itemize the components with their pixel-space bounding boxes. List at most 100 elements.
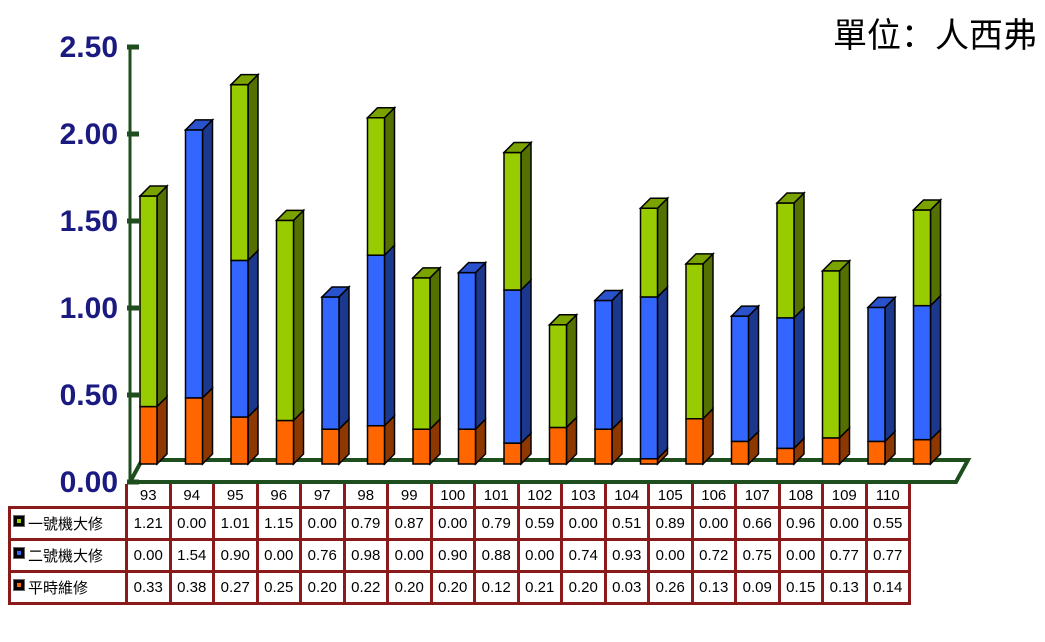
data-cell: 0.20 — [386, 570, 433, 605]
data-cell: 0.00 — [647, 538, 694, 573]
bar-top — [593, 289, 624, 302]
bar-segment — [730, 440, 750, 465]
data-cell: 0.13 — [821, 570, 868, 605]
bar-segment — [457, 428, 477, 465]
series-name: 二號機大修 — [28, 548, 104, 565]
data-cell: 0.76 — [299, 538, 346, 573]
data-cell: 0.00 — [168, 506, 215, 541]
bar-segment — [594, 299, 613, 430]
bar-top — [138, 185, 169, 197]
bar-side — [292, 208, 305, 423]
category-label: 93 — [125, 484, 172, 509]
bar-segment — [321, 428, 340, 465]
category-label: 110 — [864, 484, 911, 509]
data-cell: 0.09 — [734, 570, 781, 605]
data-cell: 0.33 — [125, 570, 172, 605]
data-cell: 0.87 — [386, 506, 433, 541]
data-cell: 0.89 — [647, 506, 694, 541]
data-cell: 1.01 — [212, 506, 259, 541]
data-cell: 0.14 — [864, 570, 911, 605]
data-cell: 0.13 — [690, 570, 737, 605]
bar-segment — [184, 129, 204, 399]
data-cell: 0.26 — [647, 570, 694, 605]
bar-top — [866, 296, 897, 309]
bar-segment — [230, 259, 249, 418]
data-cell: 0.00 — [429, 506, 476, 541]
bar-top — [729, 305, 761, 317]
series-label: 一號機大修 — [8, 506, 128, 541]
data-cell: 0.66 — [734, 506, 781, 541]
category-label: 96 — [255, 484, 302, 509]
bar-top — [547, 314, 579, 326]
bar-segment — [867, 306, 886, 443]
bar-top — [684, 253, 715, 265]
bar-segment — [912, 304, 932, 441]
category-label: 103 — [560, 484, 607, 509]
bar-top — [274, 209, 306, 222]
series-name: 一號機大修 — [28, 516, 104, 533]
bar-side — [747, 304, 760, 444]
data-cell: 0.77 — [864, 538, 911, 573]
legend-swatch — [13, 515, 25, 527]
bar-segment — [776, 447, 795, 465]
chart-floor — [126, 458, 972, 484]
y-tick-label: 2.50 — [60, 31, 118, 64]
legend-swatch — [13, 547, 25, 559]
bar-top — [456, 261, 488, 274]
data-cell: 0.79 — [342, 506, 389, 541]
bar-segment — [412, 428, 431, 465]
bar-segment — [912, 438, 932, 465]
data-cell: 0.51 — [603, 506, 650, 541]
series-name: 平時維修 — [28, 580, 89, 597]
bar-side — [929, 198, 942, 308]
data-cell: 0.00 — [255, 538, 302, 573]
bar-side — [383, 243, 396, 428]
category-label: 109 — [821, 484, 868, 509]
data-cell: 0.27 — [212, 570, 259, 605]
category-label: 100 — [429, 484, 476, 509]
data-cell: 0.00 — [821, 506, 868, 541]
bar-top — [320, 286, 351, 298]
bar-side — [884, 295, 896, 444]
bar-segment — [366, 424, 386, 465]
data-cell: 0.20 — [429, 570, 476, 605]
bar-segment — [821, 437, 841, 465]
bar-segment — [685, 418, 704, 465]
bar-top — [911, 199, 943, 211]
bar-segment — [139, 195, 158, 408]
bar-segment — [503, 151, 522, 291]
y-tick-label: 0.00 — [60, 466, 118, 499]
bar-side — [702, 252, 714, 421]
bar-segment — [230, 83, 249, 262]
bar-segment — [548, 324, 568, 429]
bar-top — [229, 73, 260, 86]
data-cell: 0.90 — [429, 538, 476, 573]
series-label: 二號機大修 — [8, 538, 128, 573]
bar-side — [656, 285, 669, 461]
bar-segment — [275, 419, 295, 465]
category-label: 99 — [386, 484, 433, 509]
bar-segment — [594, 428, 613, 465]
category-label: 105 — [647, 484, 694, 509]
data-cell: 1.54 — [168, 538, 215, 573]
data-cell: 0.20 — [299, 570, 346, 605]
bar-side — [565, 312, 578, 430]
bar-segment — [366, 116, 386, 256]
bar-segment — [275, 219, 295, 422]
bar-segment — [139, 405, 158, 465]
category-label: 104 — [603, 484, 650, 509]
data-cell: 0.12 — [473, 570, 520, 605]
bar-segment — [457, 271, 477, 430]
bar-segment — [776, 202, 795, 319]
data-cell: 0.00 — [777, 538, 824, 573]
bar-side — [201, 386, 214, 466]
bar-top — [183, 119, 215, 131]
data-table: 93 94 95 96 97 98 99 100 101 102 103 104 105 106 107 10… — [8, 484, 911, 605]
series-label: 平時維修 — [8, 570, 128, 605]
data-cell: 0.03 — [603, 570, 650, 605]
bar-side — [929, 293, 942, 442]
bar-segment — [730, 315, 750, 443]
bar-side — [474, 260, 487, 432]
category-label: 107 — [734, 484, 781, 509]
table-row: 一號機大修 1.21 0.00 1.01 1.15 0.00 0.79 0.87 0.00 0.7… — [8, 506, 911, 541]
